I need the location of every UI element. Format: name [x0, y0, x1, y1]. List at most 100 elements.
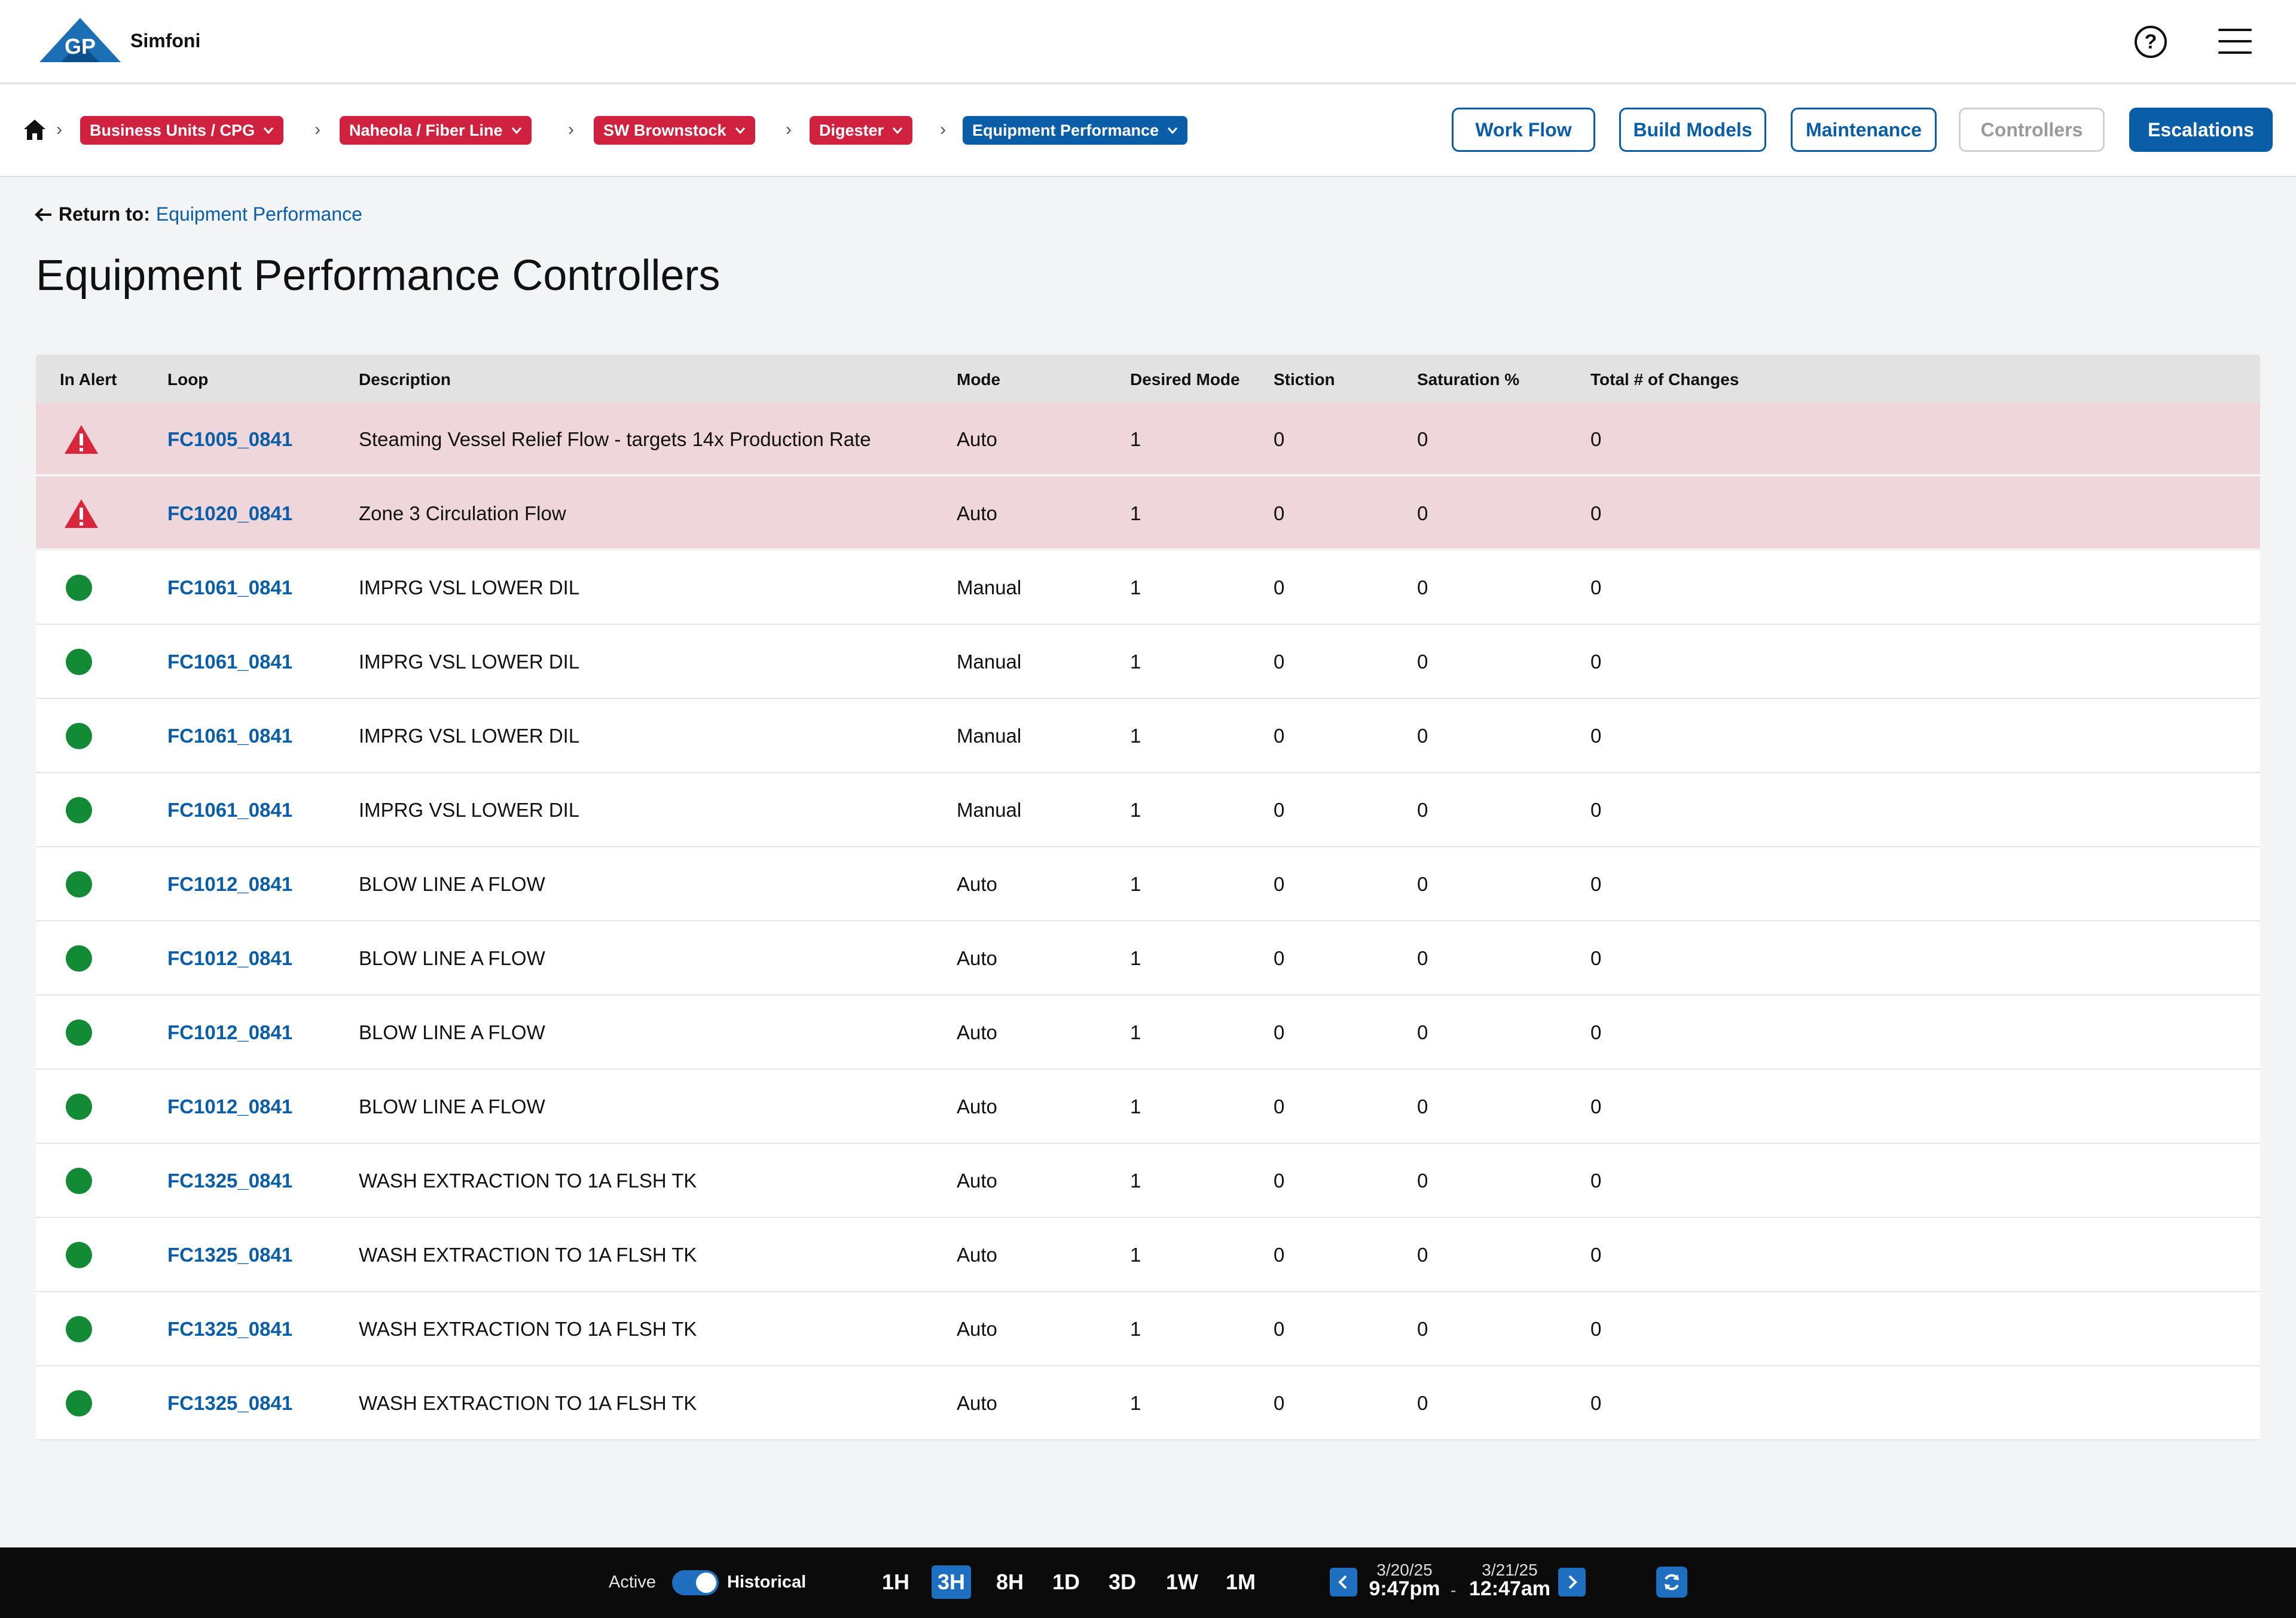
loop-link[interactable]: FC1012_0841 — [167, 873, 293, 895]
stiction-cell: 0 — [1274, 651, 1285, 673]
total-changes-cell: 0 — [1590, 651, 1602, 673]
chevron-down-icon — [511, 127, 521, 135]
column-header-stiction[interactable]: Stiction — [1274, 370, 1335, 389]
loop-link[interactable]: FC1020_0841 — [167, 502, 293, 524]
table-row[interactable]: FC1012_0841 BLOW LINE A FLOW Auto 1 0 0 0 — [36, 1070, 2260, 1144]
saturation-cell: 0 — [1417, 502, 1428, 524]
column-header-desired-mode[interactable]: Desired Mode — [1130, 370, 1240, 389]
chevron-right-icon — [1568, 1575, 1577, 1589]
column-header-loop[interactable]: Loop — [167, 370, 209, 389]
previous-range-button[interactable] — [1330, 1568, 1357, 1596]
column-header-saturation[interactable]: Saturation % — [1417, 370, 1520, 389]
loop-link[interactable]: FC1005_0841 — [167, 428, 293, 450]
loop-link[interactable]: FC1061_0841 — [167, 799, 293, 821]
loop-link[interactable]: FC1012_0841 — [167, 947, 293, 969]
total-changes-cell: 0 — [1590, 1392, 1602, 1414]
table-row[interactable]: FC1061_0841 IMPRG VSL LOWER DIL Manual 1 0 0 0 — [36, 699, 2260, 773]
breadcrumb-business-units[interactable]: Business Units / CPG — [80, 116, 284, 145]
table-header: In Alert Loop Description Mode Desired M… — [36, 355, 2260, 402]
next-range-button[interactable] — [1558, 1568, 1586, 1596]
total-changes-cell: 0 — [1590, 1244, 1602, 1266]
table-row[interactable]: FC1325_0841 WASH EXTRACTION TO 1A FLSH TK… — [36, 1366, 2260, 1440]
total-changes-cell: 0 — [1590, 502, 1602, 524]
description-cell: WASH EXTRACTION TO 1A FLSH TK — [359, 1244, 697, 1266]
breadcrumb-equipment-performance[interactable]: Equipment Performance — [963, 116, 1188, 145]
table-row[interactable]: FC1325_0841 WASH EXTRACTION TO 1A FLSH TK… — [36, 1144, 2260, 1218]
table-row[interactable]: FC1061_0841 IMPRG VSL LOWER DIL Manual 1 0 0 0 — [36, 551, 2260, 625]
escalations-button[interactable]: Escalations — [2129, 108, 2273, 152]
stiction-cell: 0 — [1274, 725, 1285, 747]
column-header-mode[interactable]: Mode — [957, 370, 1001, 389]
stiction-cell: 0 — [1274, 1095, 1285, 1118]
arrow-left-icon — [35, 207, 51, 221]
return-target-link[interactable]: Equipment Performance — [155, 203, 362, 225]
return-link[interactable]: Return to: Equipment Performance — [35, 203, 362, 225]
mode-cell: Auto — [957, 428, 997, 450]
loop-link[interactable]: FC1012_0841 — [167, 1021, 293, 1043]
description-cell: WASH EXTRACTION TO 1A FLSH TK — [359, 1170, 697, 1192]
loop-link[interactable]: FC1061_0841 — [167, 725, 293, 747]
saturation-cell: 0 — [1417, 873, 1428, 895]
range-1m[interactable]: 1M — [1225, 1570, 1256, 1594]
mode-cell: Manual — [957, 725, 1022, 747]
desired-mode-cell: 1 — [1130, 725, 1141, 747]
range-1d[interactable]: 1D — [1052, 1570, 1080, 1594]
gp-logo[interactable]: GP — [37, 16, 163, 67]
table-row[interactable]: FC1061_0841 IMPRG VSL LOWER DIL Manual 1 0 0 0 — [36, 773, 2260, 847]
desired-mode-cell: 1 — [1130, 576, 1141, 599]
warning-triangle-icon — [65, 425, 98, 454]
table-row[interactable]: FC1005_0841 Steaming Vessel Relief Flow -… — [36, 402, 2260, 477]
total-changes-cell: 0 — [1590, 873, 1602, 895]
end-time: 12:47am — [1468, 1577, 1551, 1600]
status-ok-icon — [66, 723, 92, 749]
refresh-button[interactable] — [1656, 1567, 1687, 1598]
table-row[interactable]: FC1020_0841 Zone 3 Circulation Flow Auto 1 0… — [36, 477, 2260, 551]
loop-link[interactable]: FC1012_0841 — [167, 1095, 293, 1118]
logo-text: GP — [65, 34, 96, 59]
breadcrumb-digester[interactable]: Digester — [810, 116, 913, 145]
mode-cell: Auto — [957, 1021, 997, 1043]
column-header-total-changes[interactable]: Total # of Changes — [1590, 370, 1739, 389]
loop-link[interactable]: FC1061_0841 — [167, 576, 293, 599]
breadcrumb-sw-brownstock[interactable]: SW Brownstock — [594, 116, 755, 145]
build-models-button[interactable]: Build Models — [1619, 108, 1766, 152]
loop-link[interactable]: FC1061_0841 — [167, 651, 293, 673]
table-row[interactable]: FC1061_0841 IMPRG VSL LOWER DIL Manual 1 0 0 0 — [36, 625, 2260, 699]
start-datetime: 3/20/25 9:47pm — [1366, 1547, 1443, 1599]
breadcrumb-naheola[interactable]: Naheola / Fiber Line — [340, 116, 532, 145]
description-cell: WASH EXTRACTION TO 1A FLSH TK — [359, 1392, 697, 1414]
range-1h[interactable]: 1H — [881, 1570, 910, 1594]
table-row[interactable]: FC1012_0841 BLOW LINE A FLOW Auto 1 0 0 0 — [36, 996, 2260, 1070]
table-row[interactable]: FC1012_0841 BLOW LINE A FLOW Auto 1 0 0 0 — [36, 847, 2260, 921]
mode-cell: Auto — [957, 502, 997, 524]
column-header-description[interactable]: Description — [359, 370, 451, 389]
mode-cell: Manual — [957, 576, 1022, 599]
work-flow-button[interactable]: Work Flow — [1452, 108, 1595, 152]
column-header-in-alert[interactable]: In Alert — [60, 370, 117, 389]
controllers-button[interactable]: Controllers — [1959, 108, 2105, 152]
loop-link[interactable]: FC1325_0841 — [167, 1244, 293, 1266]
range-3h[interactable]: 3H — [932, 1565, 971, 1599]
end-datetime: 3/21/25 12:47am — [1465, 1547, 1555, 1599]
table-row[interactable]: FC1325_0841 WASH EXTRACTION TO 1A FLSH TK… — [36, 1292, 2260, 1366]
help-icon[interactable]: ? — [2135, 26, 2167, 58]
saturation-cell: 0 — [1417, 1318, 1428, 1340]
total-changes-cell: 0 — [1590, 725, 1602, 747]
loop-link[interactable]: FC1325_0841 — [167, 1392, 293, 1414]
total-changes-cell: 0 — [1590, 576, 1602, 599]
range-1w[interactable]: 1W — [1166, 1570, 1198, 1594]
table-row[interactable]: FC1325_0841 WASH EXTRACTION TO 1A FLSH TK… — [36, 1218, 2260, 1292]
home-icon[interactable] — [23, 118, 47, 141]
range-3d[interactable]: 3D — [1108, 1570, 1137, 1594]
hamburger-menu-icon[interactable] — [2218, 29, 2252, 55]
mode-cell: Auto — [957, 1170, 997, 1192]
table-row[interactable]: FC1012_0841 BLOW LINE A FLOW Auto 1 0 0 0 — [36, 921, 2260, 996]
loop-link[interactable]: FC1325_0841 — [167, 1170, 293, 1192]
loop-link[interactable]: FC1325_0841 — [167, 1318, 293, 1340]
refresh-icon — [1665, 1574, 1679, 1590]
range-8h[interactable]: 8H — [996, 1570, 1024, 1594]
desired-mode-cell: 1 — [1130, 1244, 1141, 1266]
maintenance-button[interactable]: Maintenance — [1791, 108, 1937, 152]
active-historical-toggle[interactable] — [672, 1570, 719, 1595]
total-changes-cell: 0 — [1590, 1021, 1602, 1043]
